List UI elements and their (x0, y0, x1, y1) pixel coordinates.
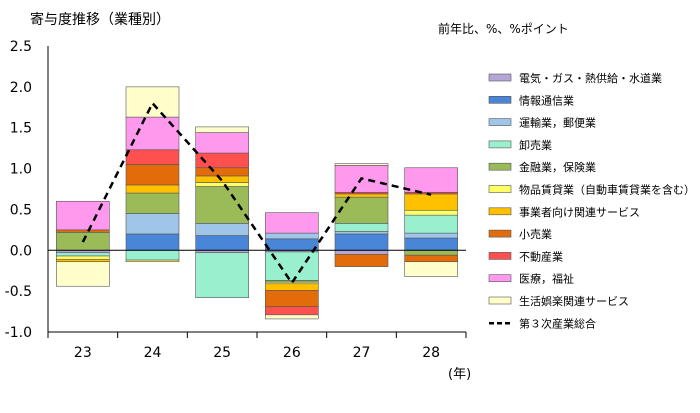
bar-segment (56, 258, 110, 263)
bar-segment (125, 184, 180, 194)
bar-segment (195, 126, 249, 133)
bar-segment (195, 132, 249, 154)
bar-segment (125, 213, 180, 235)
bar-segment (195, 252, 249, 298)
legend-swatch (488, 229, 512, 238)
x-tick-label: 24 (144, 345, 162, 361)
chart-title: 寄与度推移（業種別） (30, 11, 170, 28)
bar-segment (56, 261, 110, 287)
legend-label: 医療，福祉 (519, 272, 574, 286)
bar-segment (265, 232, 319, 240)
bar-segment (404, 232, 458, 239)
bar-segment (404, 214, 458, 234)
y-tick-label: -1.0 (5, 325, 32, 341)
bar-segment (265, 306, 319, 316)
bar-segment (56, 255, 110, 260)
legend-label: 事業者向け関連サービス (519, 205, 640, 219)
legend-label: 不動産業 (519, 249, 563, 263)
legend-label: 物品賃貸業（自動車賃貸業を含む） (519, 183, 695, 197)
x-tick-labels: 23 24 25 26 27 28 (74, 345, 440, 361)
legend-swatch (488, 140, 512, 149)
bar-segment (195, 235, 249, 251)
bar-segment (404, 209, 458, 216)
bar-segment (404, 249, 458, 256)
bar-segment (334, 163, 389, 166)
bar-segment (125, 192, 180, 214)
bar-segment (404, 193, 458, 211)
bar-segment (334, 223, 389, 232)
axes (47, 46, 467, 338)
bar-segment (404, 261, 458, 277)
y-tick-label: 2.0 (10, 80, 32, 96)
bar-segment (265, 283, 319, 291)
x-tick-label: 27 (353, 345, 371, 361)
legend-swatch (488, 296, 512, 305)
legend-swatch (488, 96, 512, 104)
bar-segment (125, 259, 180, 263)
bar-segment (265, 238, 319, 251)
legend-swatch (488, 73, 512, 82)
bar-segment (195, 223, 249, 236)
bar-segment (334, 233, 389, 251)
bar-segment (334, 196, 389, 224)
legend-swatch (488, 185, 512, 193)
legend-label-total: 第３次産業総合 (519, 316, 596, 330)
bar-segment (125, 149, 180, 165)
bar-segment (195, 182, 249, 187)
legend-label: 卸売業 (519, 138, 552, 152)
x-axis-unit: (年) (448, 367, 471, 382)
x-tick-label: 28 (422, 345, 440, 361)
bar-segment (265, 314, 319, 320)
y-tick-label: 1.0 (10, 162, 32, 178)
legend-label: 電気・ガス・熱供給・水道業 (519, 71, 662, 85)
legend-label: 小売業 (519, 228, 552, 241)
legend-label: 情報通信業 (519, 94, 574, 107)
bar-segment (404, 167, 458, 193)
legend-swatch (488, 274, 512, 283)
y-tick-label: 0.0 (10, 243, 32, 259)
bar-segment (195, 186, 249, 224)
y-tick-label: 1.5 (10, 121, 32, 137)
total-series-line (81, 100, 432, 286)
legend-label: 運輸業，郵便業 (519, 116, 596, 130)
bar-segment (125, 86, 180, 118)
y-tick-labels: 2.5 2.0 1.5 1.0 0.5 0.0 -0.5 -1.0 (5, 39, 32, 341)
bar-segment (334, 231, 389, 235)
bar-segment (265, 251, 319, 281)
bar-segment (56, 229, 110, 233)
x-tick-label: 25 (213, 345, 231, 361)
bar-segment (125, 116, 180, 151)
bar-segment (404, 254, 458, 263)
legend: 電気・ガス・熱供給・水道業情報通信業運輸業，郵便業卸売業金融業，保険業物品賃貸業… (488, 71, 695, 330)
bar-segment (334, 254, 389, 267)
bar-segment (334, 193, 389, 198)
total-line-layer (81, 100, 432, 286)
legend-swatch (488, 252, 512, 260)
legend-label: 生活娯楽関連サービス (519, 294, 629, 308)
bar-segment (195, 167, 249, 177)
x-tick-label: 23 (74, 345, 92, 361)
y-tick-label: 2.5 (10, 39, 32, 55)
legend-swatch (488, 207, 512, 216)
legend-swatch (488, 118, 512, 126)
legend-label: 金融業，保険業 (519, 160, 596, 174)
x-tick-label: 26 (283, 345, 301, 361)
legend-swatch (488, 162, 512, 171)
bar-segment (56, 252, 110, 257)
bar-segment (404, 237, 458, 251)
bar-segment (125, 164, 180, 186)
y-tick-label: 0.5 (10, 202, 32, 218)
bar-layer (56, 86, 458, 320)
unit-note: 前年比、%、%ポイント (438, 21, 569, 36)
y-tick-label: -0.5 (5, 284, 32, 300)
bar-segment (265, 212, 319, 234)
bar-segment (334, 165, 389, 193)
bar-segment (125, 249, 180, 261)
bar-segment (334, 249, 389, 255)
bar-segment (265, 290, 319, 307)
bar-segment (125, 233, 180, 251)
